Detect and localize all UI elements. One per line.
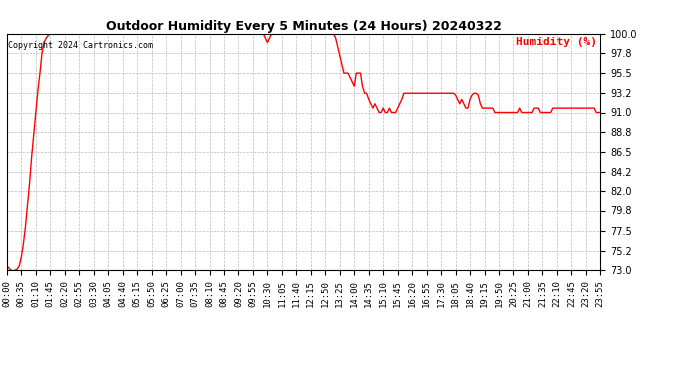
Text: Humidity (%): Humidity (%) [516,37,598,47]
Title: Outdoor Humidity Every 5 Minutes (24 Hours) 20240322: Outdoor Humidity Every 5 Minutes (24 Hou… [106,20,502,33]
Text: Copyright 2024 Cartronics.com: Copyright 2024 Cartronics.com [8,41,153,50]
